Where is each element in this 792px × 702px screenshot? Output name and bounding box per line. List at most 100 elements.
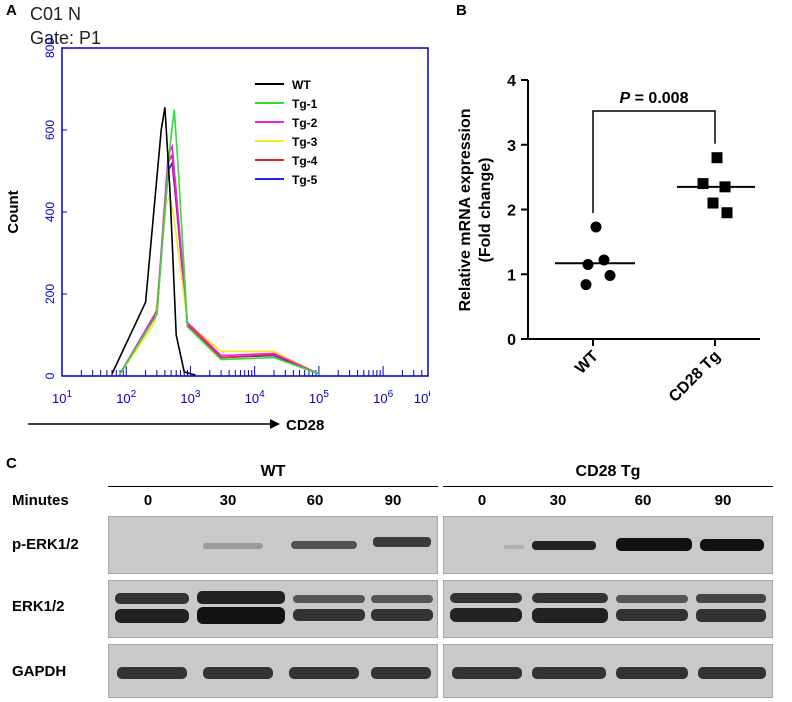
point-cd28tg	[711, 152, 723, 164]
band	[532, 593, 608, 603]
minute-tg-60: 60	[634, 492, 652, 509]
point-cd28tg	[707, 197, 719, 209]
band	[616, 609, 688, 621]
band	[504, 545, 524, 549]
minute-wt-90: 90	[384, 492, 402, 509]
series-line-tg-3	[119, 192, 320, 375]
x-tick-label: 105	[309, 389, 329, 406]
band	[698, 667, 766, 679]
minute-tg-30: 30	[549, 492, 567, 509]
band	[203, 543, 263, 549]
group-divider-wt	[108, 486, 438, 487]
y-axis-title: Count	[5, 190, 22, 233]
band	[289, 667, 359, 679]
legend-label-tg-5: Tg-5	[292, 173, 318, 187]
minute-wt-30: 30	[219, 492, 237, 509]
x-tick-label-0: WT	[572, 348, 602, 378]
band	[450, 608, 522, 622]
band	[450, 593, 522, 603]
band	[115, 609, 189, 623]
band	[696, 609, 766, 622]
point-wt	[582, 259, 594, 271]
scatter-chart: 0 1 2 3 4 Relative mRNA expression (Fold chang…	[457, 73, 760, 406]
band	[616, 595, 688, 603]
band	[115, 593, 189, 604]
legend-label-tg-4: Tg-4	[292, 154, 318, 168]
x-axis-title: CD28	[286, 417, 324, 434]
minutes-label: Minutes	[12, 492, 69, 509]
flow-header-line1: C01 N	[30, 4, 81, 24]
legend-label-tg-3: Tg-3	[292, 135, 318, 149]
x-tick-label: 106	[373, 389, 393, 406]
minute-wt-0: 0	[143, 492, 153, 509]
flow-header-line2: Gate: P1	[30, 28, 101, 48]
blot-erk-tg	[443, 580, 773, 638]
point-cd28tg	[721, 207, 733, 219]
point-wt	[590, 221, 602, 233]
band	[293, 609, 365, 621]
x-axis-arrow-head	[270, 419, 280, 429]
band	[696, 594, 766, 603]
y-tick-label: 0	[507, 332, 516, 349]
band	[197, 591, 285, 604]
y-tick-label: 800	[43, 38, 57, 58]
y-tick-label: 1	[507, 267, 516, 284]
row-label-gapdh: GAPDH	[12, 663, 67, 680]
x-tick-label: 102	[116, 389, 136, 406]
minute-tg-90: 90	[714, 492, 732, 509]
series-line-wt	[111, 107, 196, 376]
y-axis-title-line1: Relative mRNA expression	[457, 108, 474, 311]
y-tick-label: 600	[43, 120, 57, 140]
band	[616, 667, 688, 679]
y-tick-label: 3	[507, 138, 516, 155]
band	[371, 609, 433, 621]
band	[373, 537, 431, 547]
y-tick-label: 4	[507, 73, 516, 90]
p-value-label: P = 0.008	[620, 90, 689, 107]
minute-wt-60: 60	[306, 492, 324, 509]
band	[117, 667, 187, 679]
band	[700, 539, 764, 551]
group-divider-cd28tg	[443, 486, 773, 487]
band	[203, 667, 273, 679]
panel-a-letter: A	[6, 2, 17, 19]
plot-frame	[61, 47, 429, 377]
blot-perk-tg	[443, 516, 773, 574]
panel-b-letter: B	[456, 2, 467, 19]
band	[532, 541, 596, 550]
band	[371, 667, 431, 679]
y-tick-label: 200	[43, 284, 57, 304]
blot-erk-wt	[108, 580, 438, 638]
band	[293, 595, 365, 603]
histogram-chart: C01 N Gate: P1 0 200 400 600 800 101 102 103 104 10…	[5, 4, 443, 434]
x-tick-label: 103	[180, 389, 200, 406]
x-tick-label: 106.7	[414, 389, 430, 406]
y-tick-label: 2	[507, 203, 516, 220]
y-axis-title-line2: (Fold change)	[477, 158, 494, 263]
legend-label-tg-2: Tg-2	[292, 116, 318, 130]
band	[197, 607, 285, 624]
row-label-erk: ERK1/2	[12, 598, 65, 615]
panel-a: A C01 N Gate: P1 0 200 400 600 800 101 102 103 104…	[0, 0, 443, 445]
blot-gapdh-tg	[443, 644, 773, 698]
band	[532, 608, 608, 623]
series-line-tg-5	[119, 159, 320, 375]
group-title-cd28tg: CD28 Tg	[575, 463, 641, 480]
point-wt	[604, 270, 616, 282]
point-wt	[580, 279, 592, 291]
series-line-tg-1	[119, 109, 320, 375]
band	[452, 667, 522, 679]
legend-label-tg-1: Tg-1	[292, 97, 318, 111]
band	[371, 595, 433, 603]
band	[532, 667, 606, 679]
blot-perk-wt	[108, 516, 438, 574]
x-tick-label: 104	[245, 389, 265, 406]
group-title-wt: WT	[260, 463, 286, 480]
y-tick-label: 400	[43, 202, 57, 222]
x-tick-label-1: CD28 Tg	[666, 348, 724, 406]
panel-c-letter: C	[6, 455, 17, 472]
row-label-perk: p-ERK1/2	[12, 536, 79, 553]
minute-tg-0: 0	[477, 492, 487, 509]
band	[616, 538, 692, 551]
panel-c: C WT CD28 Tg Minutes 0 30 60 90 0 30 60 …	[0, 455, 792, 702]
